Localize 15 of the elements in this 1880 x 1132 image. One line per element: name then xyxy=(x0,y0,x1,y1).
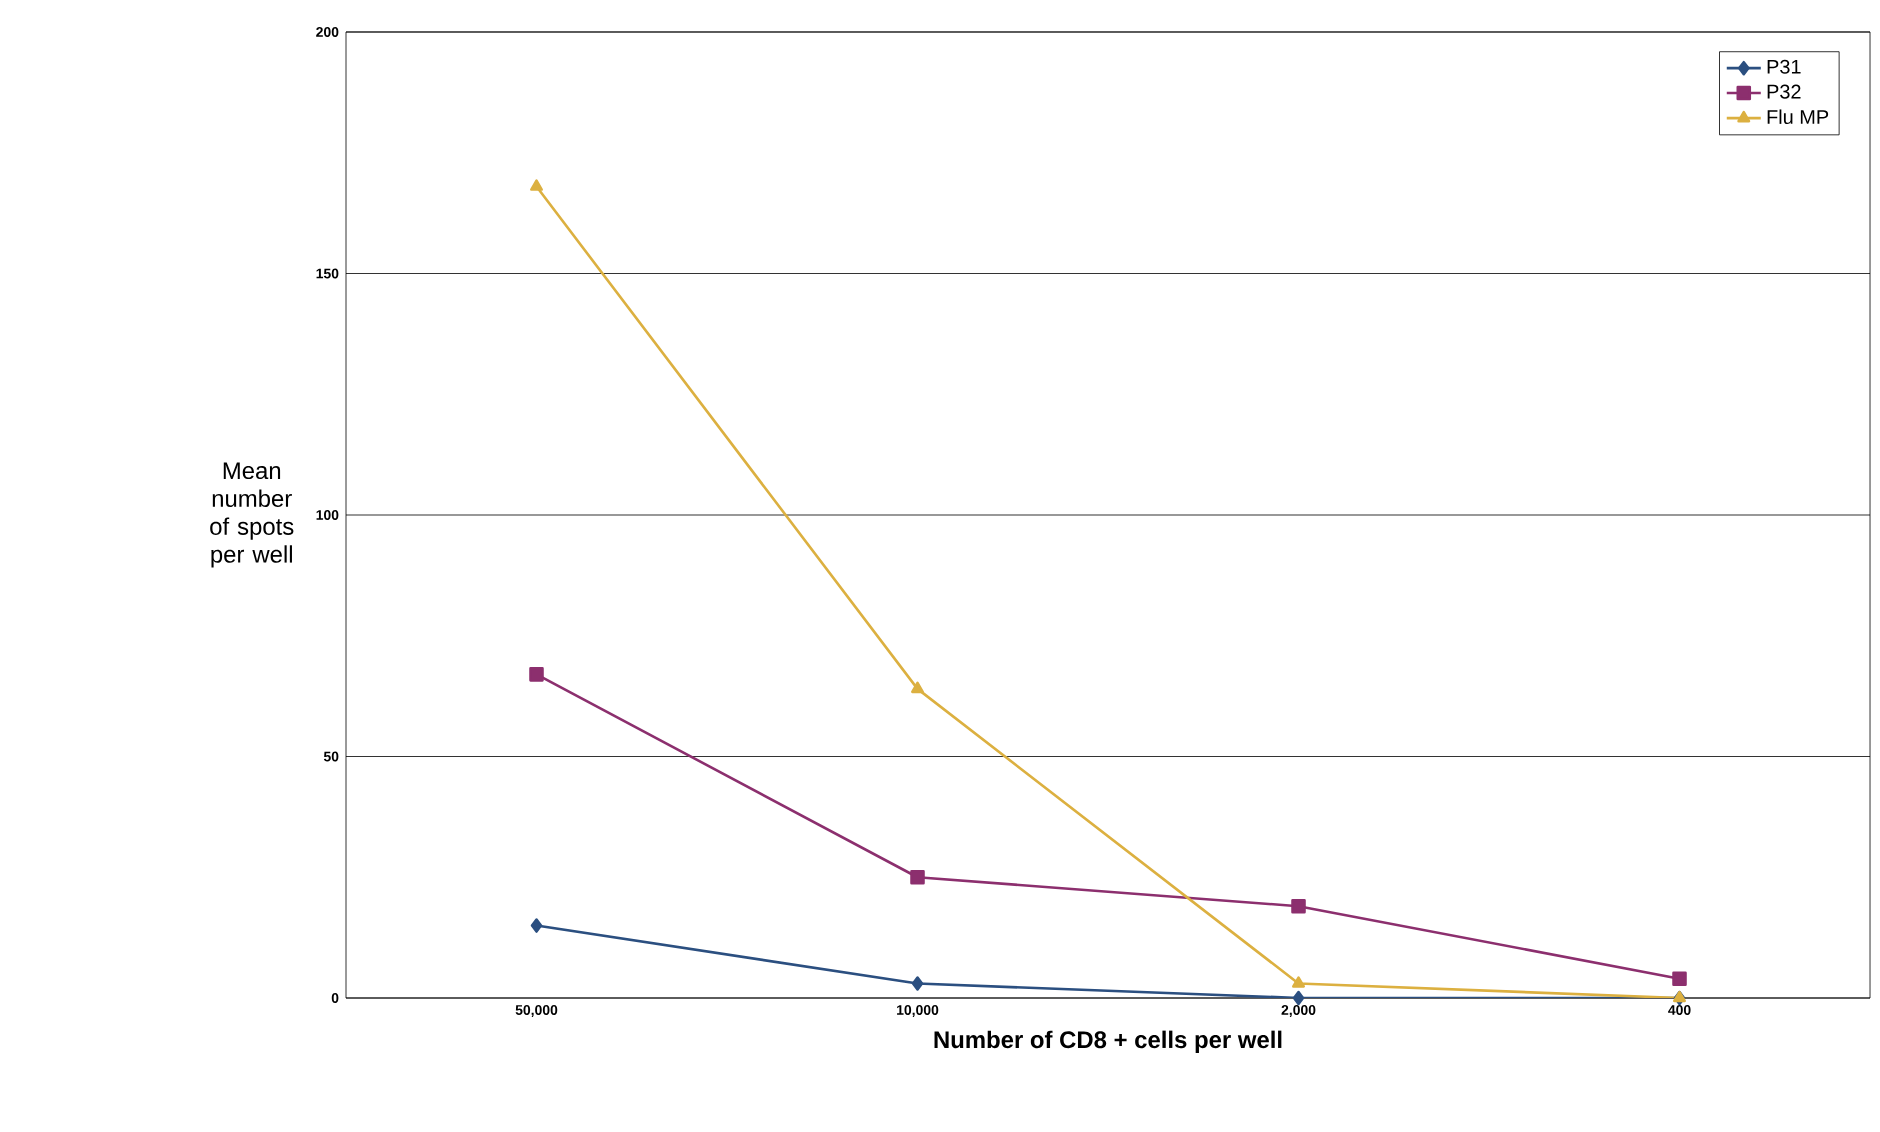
point xyxy=(1291,898,1306,914)
x-axis-title: Number of CD8 + cells per well xyxy=(934,1030,1282,1053)
legend-label: P31 xyxy=(1767,59,1801,74)
point xyxy=(1292,990,1305,1006)
point xyxy=(530,179,543,191)
point xyxy=(1292,976,1305,988)
legend-label: Flu MP xyxy=(1767,109,1829,125)
point xyxy=(911,681,924,694)
legend-label: P32 xyxy=(1767,84,1801,99)
point xyxy=(910,869,925,885)
y-axis-title: Mean number of spots per well xyxy=(210,462,294,568)
point xyxy=(1672,971,1687,986)
point xyxy=(530,918,543,933)
point xyxy=(529,667,544,682)
point xyxy=(911,976,924,991)
